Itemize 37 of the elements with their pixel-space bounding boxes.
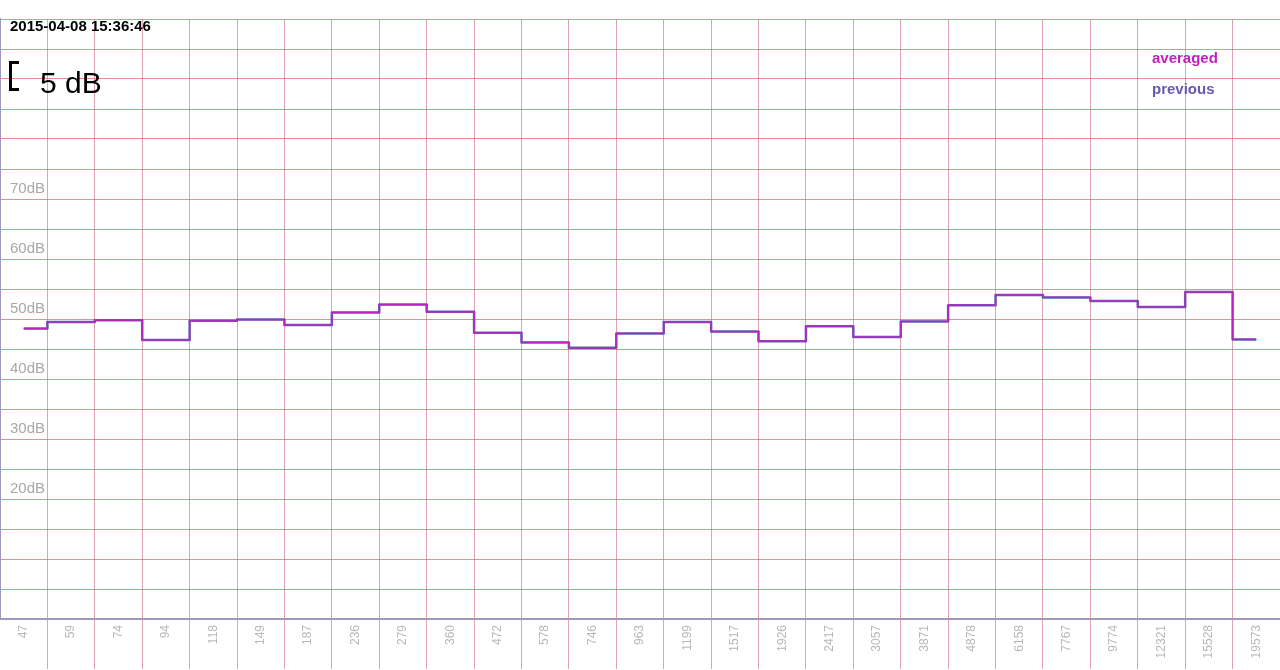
x-tick-label: 7767 (1058, 624, 1073, 652)
x-tick-label: 12321 (1153, 624, 1168, 659)
x-tick-label: 4878 (964, 624, 979, 652)
y-tick-label: 50dB (10, 299, 46, 317)
x-tick-label: 2417 (821, 624, 836, 652)
chart-title: 2015-04-08 15:36:46 (10, 17, 151, 34)
x-tick-label: 3057 (869, 624, 884, 652)
x-tick-label: 1517 (727, 624, 742, 652)
x-tick-label: 3871 (916, 624, 931, 652)
y-tick-label: 40dB (10, 359, 46, 377)
annotation: 5 dB (40, 66, 102, 99)
x-tick-label: 94 (158, 624, 173, 639)
y-tick-label: 70dB (10, 179, 46, 197)
y-tick-label: 60dB (10, 239, 46, 257)
x-tick-label: 19573 (1248, 624, 1263, 659)
x-tick-label: 187 (300, 624, 315, 646)
x-tick-label: 578 (537, 624, 552, 646)
x-tick-label: 9774 (1106, 624, 1121, 652)
x-tick-label: 6158 (1011, 624, 1026, 652)
y-tick-label: 20dB (10, 479, 46, 497)
text: previous (1152, 80, 1215, 97)
x-tick-label: 472 (490, 624, 505, 646)
x-tick-label: 47 (16, 624, 31, 639)
x-tick-label: 279 (395, 624, 410, 646)
x-tick-label: 74 (110, 624, 125, 639)
x-tick-label: 59 (63, 624, 78, 639)
x-tick-label: 15528 (1201, 624, 1216, 659)
y-tick-label: 30dB (10, 419, 46, 437)
x-tick-label: 118 (205, 624, 220, 645)
x-tick-label: 236 (347, 624, 362, 646)
x-tick-label: 1926 (774, 624, 789, 652)
x-tick-label: 149 (253, 624, 268, 646)
x-tick-label: 360 (442, 624, 457, 646)
x-tick-label: 746 (584, 624, 599, 646)
text: averaged (1152, 49, 1218, 66)
x-tick-label: 963 (632, 624, 647, 646)
x-tick-label: 1199 (679, 624, 694, 651)
